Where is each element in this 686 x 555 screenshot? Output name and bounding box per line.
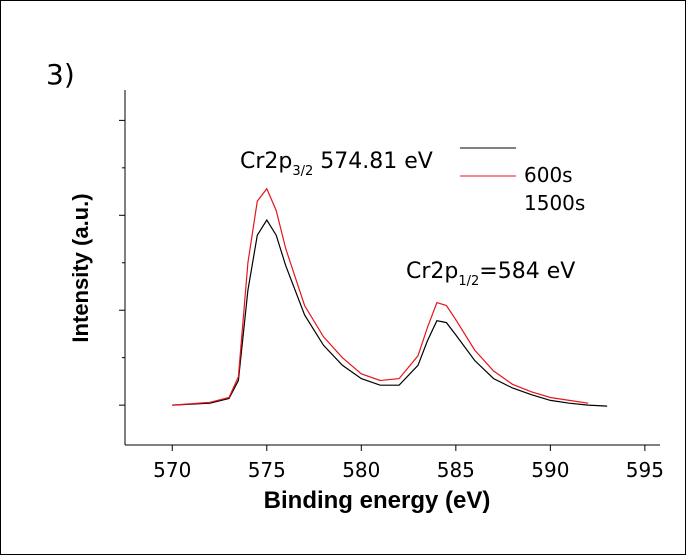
x-tick-label: 570 <box>153 458 191 482</box>
data-line <box>172 187 589 406</box>
data-line <box>172 218 608 407</box>
annotation-text: Cr2p <box>240 149 292 174</box>
x-tick-label: 585 <box>437 458 475 482</box>
annotation-rest: 574.81 eV <box>313 149 433 174</box>
annotation-sub: 3/2 <box>292 164 313 179</box>
annotation: Cr2p1/2=584 eV <box>406 259 575 289</box>
x-tick-label: 575 <box>248 458 286 482</box>
annotation-sub: 1/2 <box>458 274 479 289</box>
panel-label: 3) <box>46 58 75 91</box>
annotation-rest: =584 eV <box>479 259 575 284</box>
x-tick-label: 580 <box>342 458 380 482</box>
legend-label: 600s <box>524 163 573 187</box>
y-axis-label: Intensity (a.u.) <box>68 193 93 342</box>
x-axis-label: Binding energy (eV) <box>264 487 491 514</box>
annotation-text: Cr2p <box>406 259 458 284</box>
annotation: Cr2p3/2 574.81 eV <box>240 149 433 179</box>
x-tick-label: 595 <box>626 458 664 482</box>
legend-label: 1500s <box>524 191 585 215</box>
x-tick-label: 590 <box>531 458 569 482</box>
